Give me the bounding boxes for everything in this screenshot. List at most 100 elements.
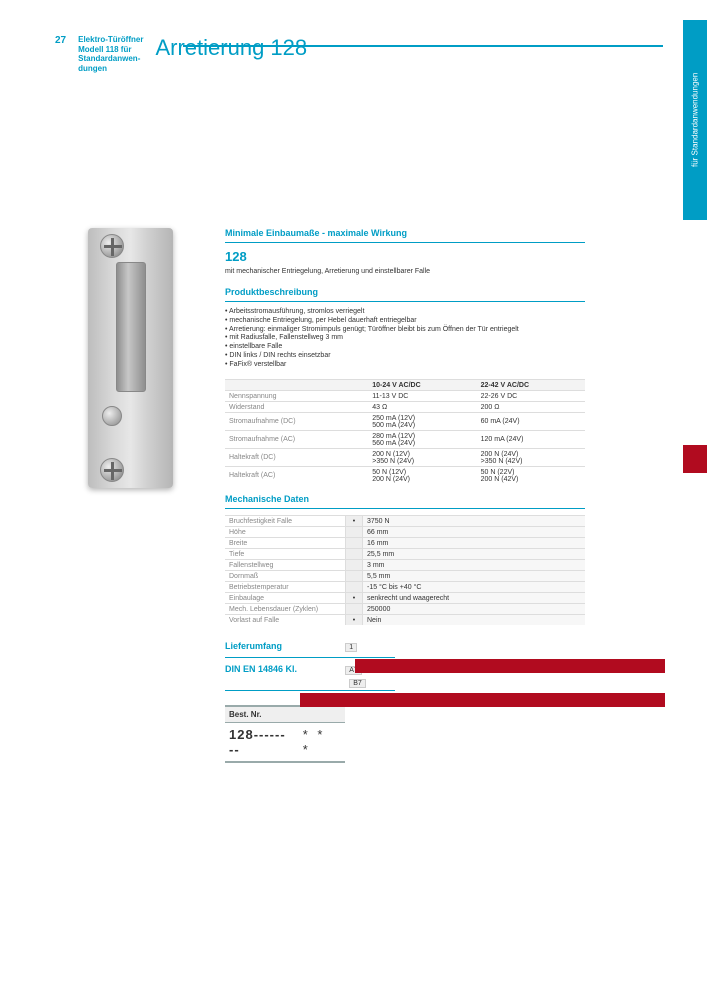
right-column: Minimale Einbaumaße - maximale Wirkung 1… xyxy=(225,228,707,763)
desc-line: • DIN links / DIN rechts einsetzbar xyxy=(225,352,585,361)
table-row: Haltekraft (DC)200 N (12V) >350 N (24V)2… xyxy=(225,449,585,467)
dial-icon xyxy=(102,406,122,426)
side-accent xyxy=(683,445,707,473)
spec-label: Betriebstemperatur xyxy=(225,582,345,592)
spec-label: Bruchfestigkeit Falle xyxy=(225,516,345,526)
table-cell: 200 N (24V) >350 N (42V) xyxy=(477,449,585,467)
table-cell: Stromaufnahme (AC) xyxy=(225,431,368,449)
header-left-line: Standardanwen- xyxy=(78,54,143,64)
spec-dot xyxy=(345,560,363,570)
section-heading: Produktbeschreibung xyxy=(225,287,585,297)
spec-value: 3750 N xyxy=(363,516,585,526)
table-cell: Widerstand xyxy=(225,402,368,413)
desc-list: • Arbeitsstromausführung, stromlos verri… xyxy=(225,308,585,369)
section-heading: Lieferumfang xyxy=(225,641,343,651)
spec-value: 250000 xyxy=(363,604,585,614)
spec-dot: • xyxy=(345,516,363,526)
spec-row: Tiefe25,5 mm xyxy=(225,548,585,559)
product-image xyxy=(55,228,205,513)
spec-row: Betriebstemperatur-15 °C bis +40 °C xyxy=(225,581,585,592)
desc-line: • einstellbare Falle xyxy=(225,343,585,352)
screw-icon xyxy=(100,234,124,258)
spec-dot xyxy=(345,571,363,581)
table-row: Haltekraft (AC)50 N (12V) 200 N (24V)50 … xyxy=(225,467,585,485)
spec-label: Höhe xyxy=(225,527,345,537)
spec-dot xyxy=(345,582,363,592)
divider xyxy=(225,242,585,243)
subtitle: Minimale Einbaumaße - maximale Wirkung xyxy=(225,228,585,238)
page-number: 27 xyxy=(55,35,66,73)
section-heading: DIN EN 14846 Kl. xyxy=(225,664,343,674)
table-cell: Nennspannung xyxy=(225,391,368,402)
spec-row: Dornmaß 5,5 mm xyxy=(225,570,585,581)
spec-value: 66 mm xyxy=(363,527,585,537)
desc-line: • FaFix® verstellbar xyxy=(225,361,585,370)
spec-value: Nein xyxy=(363,615,585,625)
spec-dot: • xyxy=(345,615,363,625)
model-number: 128 xyxy=(225,249,585,264)
table-cell: 280 mA (12V) 560 mA (24V) xyxy=(368,431,476,449)
table-row: Stromaufnahme (AC)280 mA (12V) 560 mA (2… xyxy=(225,431,585,449)
title-rule xyxy=(183,45,663,47)
desc-line: • mechanische Entriegelung, per Hebel da… xyxy=(225,317,585,326)
page: für Standardanwendungen 27 Elektro-Türöf… xyxy=(0,0,707,1000)
header-left: Elektro-Türöffner Modell 118 für Standar… xyxy=(78,35,143,73)
spec-label: Vorlast auf Falle xyxy=(225,615,345,625)
table-header: 10-24 V AC/DC xyxy=(368,380,476,391)
spec-label: Mech. Lebensdauer (Zyklen) xyxy=(225,604,345,614)
divider xyxy=(225,690,395,691)
delivery-block: Lieferumfang 1 xyxy=(225,641,585,658)
table-row: Stromaufnahme (DC)250 mA (12V) 500 mA (2… xyxy=(225,413,585,431)
table-cell: Haltekraft (DC) xyxy=(225,449,368,467)
spec-row: Einbaulage•senkrecht und waagerecht xyxy=(225,592,585,603)
header: 27 Elektro-Türöffner Modell 118 für Stan… xyxy=(55,35,707,73)
spec-row: Höhe 66 mm xyxy=(225,526,585,537)
spec-label: Dornmaß xyxy=(225,571,345,581)
table-header xyxy=(225,380,368,391)
spec-value: 5,5 mm xyxy=(363,571,585,581)
spec-label: Einbaulage xyxy=(225,593,345,603)
order-block: Best. Nr. 128-------- * * * xyxy=(225,705,345,763)
mech-block: Mechanische Daten Bruchfestigkeit Falle•… xyxy=(225,494,585,625)
spec-label: Tiefe xyxy=(225,549,345,559)
spec-row: Vorlast auf Falle•Nein xyxy=(225,614,585,625)
spec-label: Breite xyxy=(225,538,345,548)
page-title: Arretierung 128 xyxy=(155,35,307,73)
screw-icon xyxy=(100,458,124,482)
table-cell: 43 Ω xyxy=(368,402,476,413)
spec-dot xyxy=(345,538,363,548)
spec-label: Fallenstellweg xyxy=(225,560,345,570)
subtitle-block: Minimale Einbaumaße - maximale Wirkung 1… xyxy=(225,228,585,277)
model-desc: mit mechanischer Entriegelung, Arretieru… xyxy=(225,268,585,277)
spec-row: Fallenstellweg 3 mm xyxy=(225,559,585,570)
divider xyxy=(225,508,585,509)
spec-row: Breite 16 mm xyxy=(225,537,585,548)
table-cell: 50 N (12V) 200 N (24V) xyxy=(368,467,476,485)
content: Minimale Einbaumaße - maximale Wirkung 1… xyxy=(55,228,707,763)
spec-row: Mech. Lebensdauer (Zyklen) 250000 xyxy=(225,603,585,614)
delivery-value: 1 xyxy=(345,643,357,652)
spec-value: senkrecht und waagerecht xyxy=(363,593,585,603)
spec-value: 16 mm xyxy=(363,538,585,548)
spec-dot xyxy=(345,527,363,537)
desc-line: • mit Radiusfalle, Fallenstellweg 3 mm xyxy=(225,334,585,343)
table-cell: 11-13 V DC xyxy=(368,391,476,402)
side-tab: für Standardanwendungen xyxy=(683,20,707,220)
table-cell: 60 mA (24V) xyxy=(477,413,585,431)
spec-dot xyxy=(345,604,363,614)
spec-dot xyxy=(345,549,363,559)
header-left-line: Modell 118 für xyxy=(78,45,143,55)
section-heading: Mechanische Daten xyxy=(225,494,585,504)
accent-bar xyxy=(300,693,665,707)
desc-line: • Arretierung: einmaliger Stromimpuls ge… xyxy=(225,326,585,335)
table-cell: Haltekraft (AC) xyxy=(225,467,368,485)
table-header: 22-42 V AC/DC xyxy=(477,380,585,391)
spec-value: 3 mm xyxy=(363,560,585,570)
power-table-block: 10-24 V AC/DC 22-42 V AC/DC Nennspannung… xyxy=(225,379,585,484)
spec-row: Bruchfestigkeit Falle•3750 N xyxy=(225,515,585,526)
divider xyxy=(225,301,585,302)
table-cell: 250 mA (12V) 500 mA (24V) xyxy=(368,413,476,431)
table-row: Nennspannung11-13 V DC22-26 V DC xyxy=(225,391,585,402)
table-cell: 200 Ω xyxy=(477,402,585,413)
table-cell: 120 mA (24V) xyxy=(477,431,585,449)
